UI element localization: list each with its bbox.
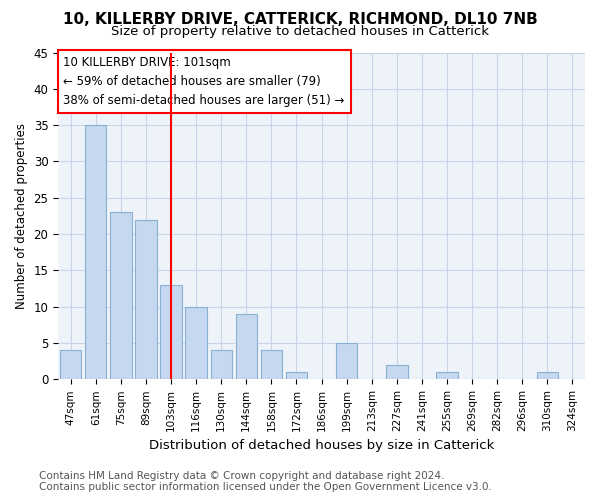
Bar <box>336 343 358 380</box>
Bar <box>537 372 558 380</box>
Text: 10 KILLERBY DRIVE: 101sqm
← 59% of detached houses are smaller (79)
38% of semi-: 10 KILLERBY DRIVE: 101sqm ← 59% of detac… <box>64 56 345 107</box>
Y-axis label: Number of detached properties: Number of detached properties <box>15 123 28 309</box>
Bar <box>386 365 407 380</box>
Bar <box>185 306 207 380</box>
Bar <box>85 125 106 380</box>
Text: Contains HM Land Registry data © Crown copyright and database right 2024.
Contai: Contains HM Land Registry data © Crown c… <box>39 471 492 492</box>
Bar <box>436 372 458 380</box>
Bar <box>211 350 232 380</box>
Text: 10, KILLERBY DRIVE, CATTERICK, RICHMOND, DL10 7NB: 10, KILLERBY DRIVE, CATTERICK, RICHMOND,… <box>62 12 538 28</box>
Text: Size of property relative to detached houses in Catterick: Size of property relative to detached ho… <box>111 25 489 38</box>
X-axis label: Distribution of detached houses by size in Catterick: Distribution of detached houses by size … <box>149 440 494 452</box>
Bar <box>261 350 282 380</box>
Bar <box>286 372 307 380</box>
Bar <box>110 212 131 380</box>
Bar <box>135 220 157 380</box>
Bar <box>160 285 182 380</box>
Bar <box>236 314 257 380</box>
Bar <box>60 350 82 380</box>
